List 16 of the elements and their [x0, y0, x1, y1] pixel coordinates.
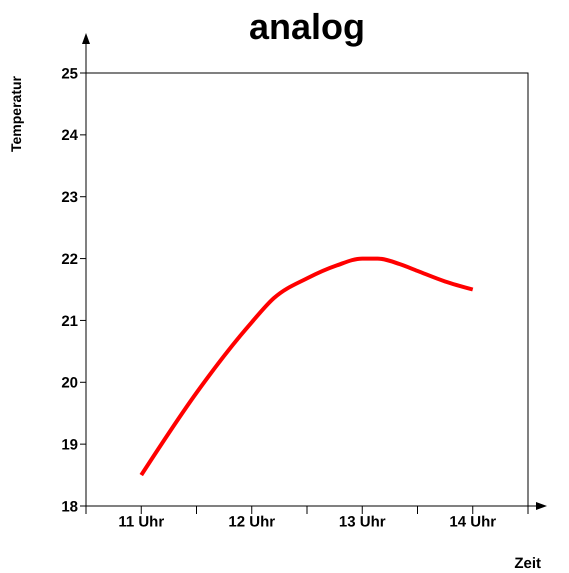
line-series: [139, 256, 475, 478]
y-tick-label: 25: [61, 65, 78, 82]
y-tick-label: 21: [61, 312, 78, 330]
y-axis-title: Temperatur: [8, 76, 24, 152]
x-axis-title: Zeit: [514, 555, 541, 572]
y-tick-label: 20: [61, 374, 78, 392]
x-tick-label: 14 Uhr: [449, 514, 496, 531]
y-tick-label: 23: [61, 189, 78, 206]
y-tick-label: 22: [61, 250, 78, 268]
y-tick-label: 18: [61, 498, 78, 516]
x-tick-label: 11 Uhr: [118, 514, 164, 531]
chart-title: analog: [248, 6, 366, 48]
x-tick-label: 13 Uhr: [338, 514, 386, 531]
x-tick-label: 12 Uhr: [228, 514, 276, 531]
y-tick-label: 24: [61, 127, 79, 144]
y-tick-label: 19: [61, 436, 78, 454]
